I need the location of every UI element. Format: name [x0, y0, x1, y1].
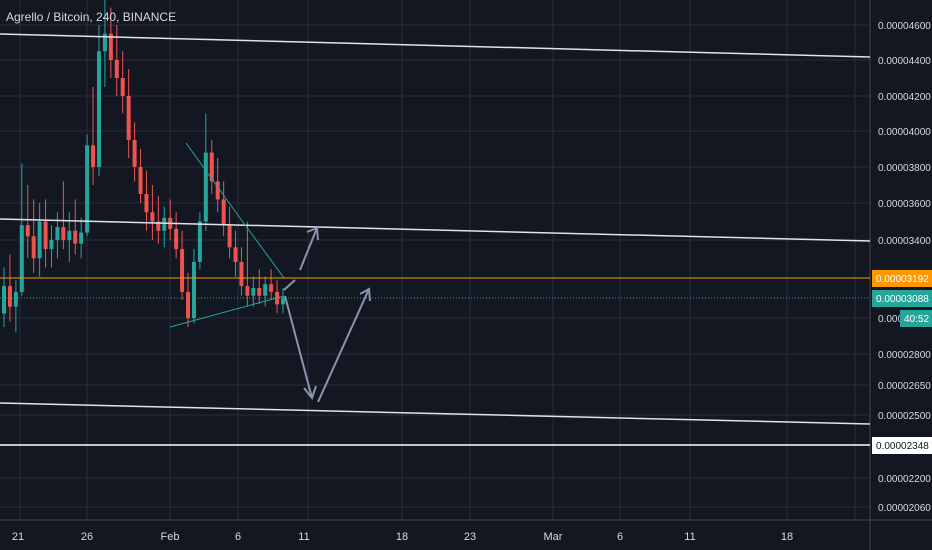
time-tick-label: 11	[684, 531, 695, 543]
price-tag-current-bg	[872, 290, 932, 307]
candle-body	[186, 291, 191, 318]
triangle-upper-edge	[185, 142, 285, 279]
price-tag-orange-bg	[872, 270, 932, 287]
time-tick-label: 6	[235, 531, 241, 543]
price-tick-label: 0.00004000	[878, 127, 931, 138]
time-tick-label: 23	[464, 531, 476, 543]
price-tag-orange: 0.00003192	[876, 274, 929, 285]
price-tick-label: 0.00002800	[878, 350, 931, 361]
price-tick-label: 0.00004400	[878, 56, 931, 67]
candle-body	[91, 145, 96, 167]
projection-arrow-small	[283, 279, 296, 291]
price-tick-label: 0.00002650	[878, 381, 931, 392]
symbol-legend: Agrello / Bitcoin, 240, BINANCE	[6, 10, 177, 24]
candle-body	[7, 286, 12, 307]
trendline-upper	[0, 33, 871, 58]
trendline-middle	[0, 218, 871, 242]
price-tick-label: 0.00003800	[878, 163, 931, 174]
candle-body	[203, 152, 208, 222]
projection-arrow-rebound	[317, 288, 370, 403]
candle-body	[221, 199, 226, 226]
candle-body	[79, 232, 84, 244]
triangle-lower-edge	[169, 295, 285, 328]
candle-body	[126, 96, 131, 140]
price-tick-label: 0.00004600	[878, 21, 931, 32]
candle-body	[156, 221, 161, 231]
candle-body	[162, 217, 167, 231]
candle-body	[49, 240, 54, 250]
candle-body	[67, 230, 72, 240]
trendline-lower	[0, 402, 871, 425]
time-tick-label: 18	[781, 531, 793, 543]
candle-body	[108, 33, 113, 60]
candle-body	[174, 228, 179, 250]
candle-body	[102, 33, 107, 52]
time-tick-label: Mar	[544, 531, 563, 543]
candle-body	[197, 221, 202, 262]
candle-body	[215, 181, 220, 200]
candle-body	[138, 167, 143, 194]
candle-body	[150, 212, 155, 222]
price-tick-label: 0.00003600	[878, 199, 931, 210]
time-tick-label: 11	[298, 531, 309, 543]
price-tick-label: 0.00002200	[878, 474, 931, 485]
arrowhead-up	[306, 226, 319, 241]
candle-body	[13, 291, 18, 307]
candle-body	[257, 288, 262, 296]
candle-body	[114, 60, 119, 78]
candle-body	[43, 221, 48, 250]
price-tag-current: 0.00003088	[876, 294, 929, 305]
candle-body	[96, 51, 101, 167]
candle-body	[85, 145, 90, 233]
candle-body	[281, 297, 285, 305]
candle-body	[2, 286, 6, 314]
candle-body	[245, 286, 250, 296]
candle-body	[239, 261, 244, 287]
candle-body	[180, 249, 185, 292]
time-tick-label: 6	[617, 531, 623, 543]
candle-body	[227, 225, 232, 248]
candle-body	[25, 225, 30, 237]
arrowhead-down	[303, 385, 317, 401]
candle-body	[120, 78, 125, 96]
candle-body	[132, 140, 137, 167]
price-tick-label: 0.00003400	[878, 236, 931, 247]
candle-body	[233, 247, 238, 262]
price-tick-label: 0.00004200	[878, 92, 931, 103]
candle-body	[19, 225, 24, 292]
candle-body	[61, 227, 66, 240]
candle-body	[251, 288, 256, 296]
candle-body	[144, 194, 149, 213]
projection-arrow-down	[284, 295, 313, 399]
price-tick-label-partial: 0.000	[878, 314, 903, 325]
price-tick-label: 0.00002060	[878, 503, 931, 514]
time-tick-label: 21	[12, 531, 24, 543]
countdown-tag-bg	[900, 310, 932, 327]
candle-body	[191, 261, 196, 318]
projection-arrow-up	[299, 227, 318, 271]
candle-body	[55, 227, 60, 240]
time-tick-label: 26	[81, 531, 93, 543]
arrowhead-rebound	[359, 287, 371, 302]
price-tag-white: 0.00002348	[876, 441, 929, 452]
time-tick-label: 18	[396, 531, 408, 543]
candle-body	[209, 152, 214, 182]
candle-body	[263, 284, 268, 296]
candle-body	[269, 284, 274, 292]
candle-body	[31, 236, 36, 259]
candle-body	[37, 221, 42, 259]
candle-body	[73, 230, 78, 244]
time-tick-label: Feb	[161, 531, 180, 543]
price-tag-white-bg	[872, 437, 932, 454]
price-tick-label: 0.00002500	[878, 411, 931, 422]
countdown-tag: 40:52	[904, 314, 929, 325]
